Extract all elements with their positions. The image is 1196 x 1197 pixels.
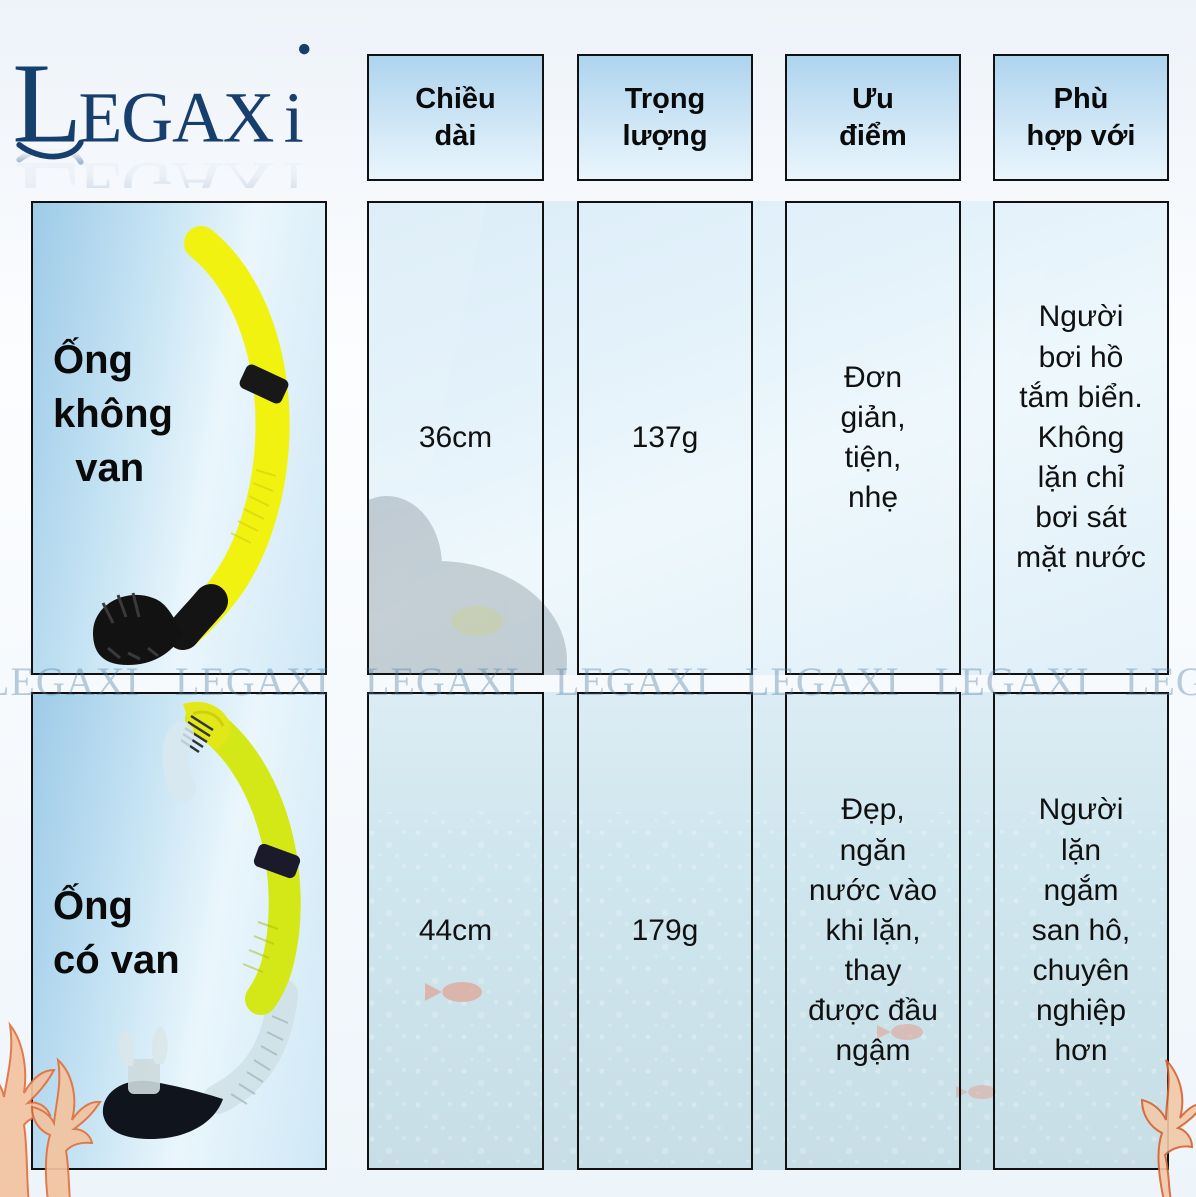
svg-text:i: i: [284, 77, 304, 157]
svg-text:EGAX: EGAX: [79, 77, 274, 157]
